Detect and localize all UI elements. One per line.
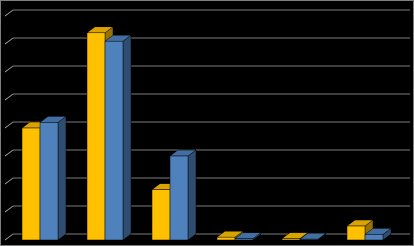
bar: [169, 155, 189, 241]
bar: [21, 127, 41, 241]
bar-side: [57, 115, 67, 241]
bar: [151, 189, 171, 241]
bar-side: [187, 149, 197, 241]
grid-line: [4, 233, 410, 241]
bar-side: [122, 34, 132, 241]
grid-line: [4, 65, 410, 73]
bar: [234, 238, 254, 241]
bar: [346, 225, 366, 241]
grid-line: [4, 121, 410, 129]
grid-line: [4, 37, 410, 45]
bar: [364, 234, 384, 241]
grid-line: [4, 177, 410, 185]
bar: [216, 236, 236, 241]
grid-line: [4, 9, 410, 17]
grid-line: [4, 205, 410, 213]
grid-line: [4, 93, 410, 101]
bar: [104, 40, 124, 241]
bar: [86, 32, 106, 241]
bar: [281, 238, 301, 241]
bar: [299, 238, 319, 241]
grid-line: [4, 149, 410, 157]
bar: [39, 122, 59, 241]
